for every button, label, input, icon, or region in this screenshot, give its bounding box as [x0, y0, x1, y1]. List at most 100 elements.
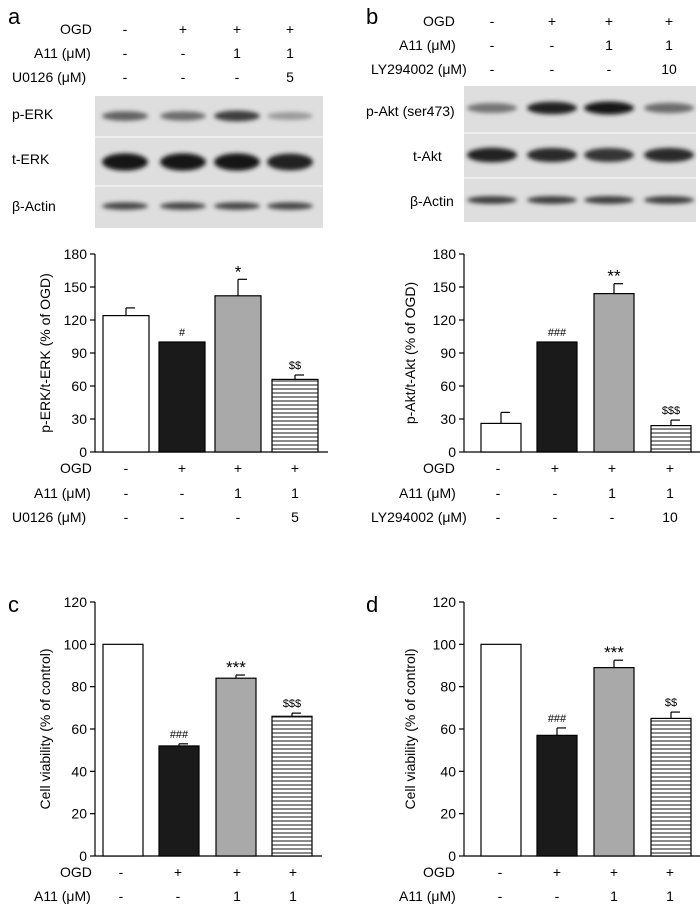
condition-value: 10 — [662, 509, 678, 525]
blot-band — [160, 202, 206, 210]
condition-label: A11 (μM) — [399, 888, 456, 904]
blot-a-cond-value: - — [123, 69, 128, 85]
condition-value: - — [124, 485, 129, 501]
blot-band — [214, 153, 260, 171]
blot-band — [102, 202, 148, 210]
condition-value: - — [119, 864, 124, 880]
significance-label: ### — [170, 729, 189, 741]
bar — [215, 677, 257, 857]
blot-a-band-label-terk: t-ERK — [12, 151, 50, 167]
bar — [158, 745, 200, 857]
condition-value: 1 — [233, 888, 241, 904]
blot-band — [584, 148, 634, 162]
condition-value: + — [289, 864, 297, 880]
blot-a-band-label-perk: p-ERK — [12, 106, 54, 122]
y-tick-label: 120 — [64, 312, 88, 328]
condition-value: + — [234, 460, 242, 476]
condition-value: + — [666, 460, 674, 476]
y-tick-label: 150 — [64, 279, 88, 295]
y-tick-label: 90 — [440, 345, 456, 361]
panel-letter-b: b — [366, 4, 378, 29]
bar — [480, 643, 522, 857]
condition-value: - — [236, 509, 241, 525]
y-tick-label: 0 — [79, 848, 87, 864]
y-axis-label: p-Akt/t-Akt (% of OGD) — [402, 282, 418, 424]
y-tick-label: 100 — [64, 636, 88, 652]
y-tick-label: 60 — [71, 378, 87, 394]
condition-label: LY294002 (μM) — [371, 509, 467, 525]
significance-label: * — [235, 262, 242, 281]
blot-band — [467, 147, 517, 163]
condition-value: - — [496, 460, 501, 476]
y-axis-label: Cell viability (% of control) — [37, 648, 53, 809]
blot-band — [644, 147, 694, 163]
significance-label: *** — [226, 658, 246, 677]
condition-value: + — [608, 460, 616, 476]
bar — [102, 643, 144, 857]
y-tick-label: 90 — [71, 345, 87, 361]
condition-label: A11 (μM) — [34, 888, 91, 904]
condition-value: - — [553, 485, 558, 501]
blot-a-band-label-actin: β-Actin — [12, 198, 56, 214]
blot-a-cond-label-1: A11 (μM) — [34, 45, 91, 61]
blot-a-cond-value: - — [235, 69, 240, 85]
bar-chart-d: 0 20 40 60 80 100 120 Cell viability (% of cont… — [399, 594, 700, 904]
blot-a-cond-value: 1 — [286, 45, 294, 61]
blot-band — [527, 196, 577, 204]
blot-b-cond-value: - — [490, 37, 495, 53]
blot-b-cond-value: 10 — [661, 61, 677, 77]
significance-label: *** — [604, 643, 624, 662]
y-tick-label: 80 — [71, 679, 87, 695]
blot-a-cond-value: - — [123, 45, 128, 61]
panel-letter-a: a — [8, 4, 21, 29]
condition-value: 1 — [610, 888, 618, 904]
blot-band — [527, 101, 577, 115]
blot-b-cond-value: + — [548, 13, 556, 29]
blot-b-cond-label-2: LY294002 (μM) — [371, 61, 467, 77]
condition-value: + — [291, 460, 299, 476]
panel-letter-c: c — [8, 592, 19, 617]
blot-b-cond-value: - — [550, 61, 555, 77]
blot-band — [467, 103, 517, 113]
bar-chart-c: 0 20 40 60 80 100 120 Cell viability (% of cont… — [34, 594, 322, 904]
y-axis-label: Cell viability (% of control) — [402, 648, 418, 809]
blot-b-cond-label-1: A11 (μM) — [399, 37, 456, 53]
y-tick-label: 80 — [440, 679, 456, 695]
bar — [102, 315, 150, 453]
condition-value: 1 — [291, 485, 299, 501]
significance-label: ### — [548, 713, 567, 725]
western-blot-b: OGD A11 (μM) LY294002 (μM) - + + + - - 1… — [366, 13, 696, 222]
blot-b-cond-value: 1 — [665, 37, 673, 53]
y-tick-label: 120 — [64, 594, 88, 610]
significance-label: $$$ — [283, 698, 301, 710]
significance-label: ### — [548, 327, 567, 339]
blot-band — [160, 111, 206, 121]
blot-band — [644, 196, 694, 204]
condition-label: OGD — [423, 864, 455, 880]
blot-band — [267, 153, 313, 171]
y-tick-label: 0 — [448, 848, 456, 864]
blot-band — [102, 111, 148, 121]
condition-value: - — [180, 485, 185, 501]
blot-a-cond-value: 1 — [233, 45, 241, 61]
bar — [650, 425, 692, 453]
significance-label: $$ — [665, 697, 677, 709]
blot-b-cond-value: - — [490, 61, 495, 77]
condition-value: - — [496, 509, 501, 525]
condition-label: OGD — [60, 460, 92, 476]
condition-value: 1 — [234, 485, 242, 501]
condition-label: U0126 (μM) — [12, 509, 86, 525]
y-tick-label: 40 — [71, 763, 87, 779]
condition-value: - — [555, 888, 560, 904]
condition-value: - — [124, 509, 129, 525]
y-tick-label: 0 — [448, 444, 456, 460]
blot-a-cond-value: - — [123, 21, 128, 37]
condition-label: A11 (μM) — [34, 485, 91, 501]
blot-b-band-label-pakt: p-Akt (ser473) — [366, 103, 455, 119]
condition-value: + — [551, 460, 559, 476]
y-tick-label: 100 — [433, 636, 457, 652]
blot-a-conditions: OGD A11 (μM) U0126 (μM) - + + + - - 1 1 … — [12, 21, 294, 85]
blot-b-cond-value: 1 — [605, 37, 613, 53]
blot-a-cond-label-0: OGD — [60, 21, 92, 37]
blot-b-bands — [467, 101, 694, 204]
